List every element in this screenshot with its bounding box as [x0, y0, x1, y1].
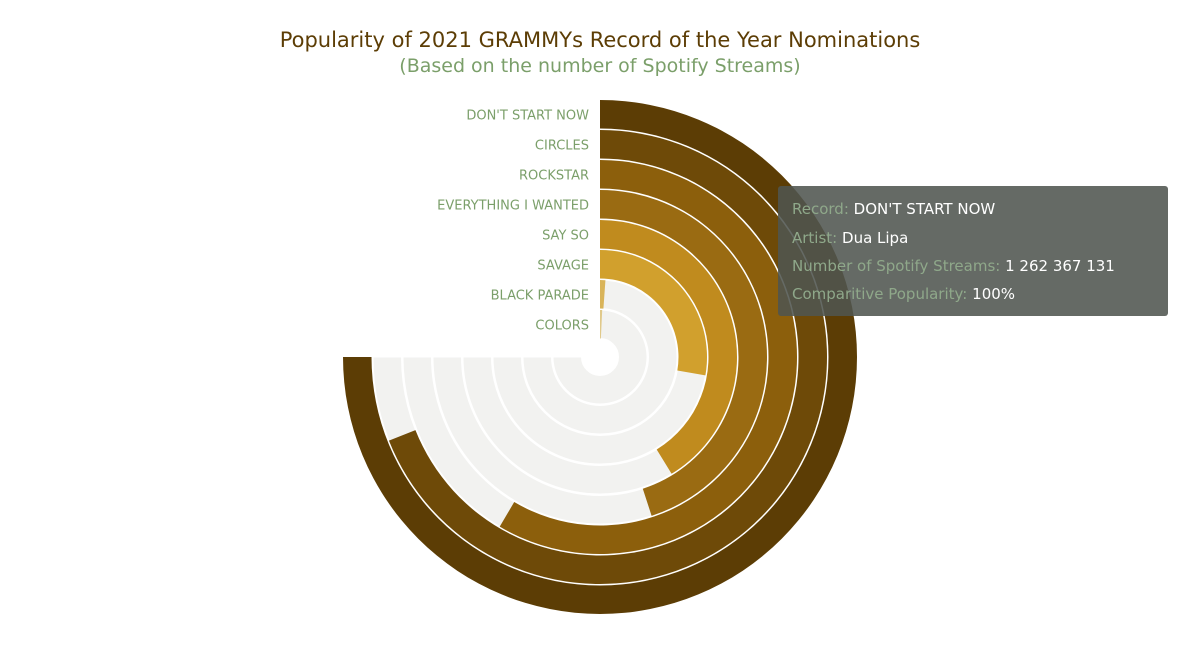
tooltip-popularity-value: 100%	[972, 285, 1016, 303]
label-don-t-start-now: DON'T START NOW	[466, 108, 589, 123]
bar-colors[interactable]	[600, 310, 603, 339]
center-hole	[585, 342, 615, 372]
tooltip-streams-row: Number of Spotify Streams: 1 262 367 131	[792, 257, 1115, 275]
bar-savage[interactable]	[600, 250, 707, 376]
track-black-parade	[522, 279, 678, 435]
label-rockstar: ROCKSTAR	[519, 168, 589, 183]
chart-bars	[343, 100, 857, 614]
label-circles: CIRCLES	[535, 138, 589, 153]
tooltip-popularity-row: Comparitive Popularity: 100%	[792, 285, 1015, 303]
bar-rockstar[interactable]	[499, 160, 797, 554]
chart-subtitle: (Based on the number of Spotify Streams)	[399, 55, 801, 77]
category-labels: DON'T START NOW CIRCLES ROCKSTAR EVERYTHING…	[437, 108, 589, 333]
tooltip: Record: DON'T START NOW Artist: Dua Lipa…	[778, 186, 1168, 316]
bar-say-so[interactable]	[600, 220, 737, 474]
tooltip-popularity-label: Comparitive Popularity:	[792, 285, 968, 303]
tooltip-streams-value: 1 262 367 131	[1005, 257, 1115, 275]
tooltip-artist-row: Artist: Dua Lipa	[792, 229, 908, 247]
label-savage: SAVAGE	[537, 258, 589, 273]
tooltip-streams-label: Number of Spotify Streams:	[792, 257, 1001, 275]
label-colors: COLORS	[535, 318, 589, 333]
tooltip-record-label: Record:	[792, 200, 849, 218]
label-everything-i-wanted: EVERYTHING I WANTED	[437, 198, 589, 213]
tooltip-artist-value: Dua Lipa	[842, 229, 909, 247]
bar-black-parade[interactable]	[600, 280, 606, 309]
bar-everything-i-wanted[interactable]	[600, 190, 767, 516]
label-say-so: SAY SO	[542, 228, 589, 243]
label-black-parade: BLACK PARADE	[491, 288, 589, 303]
tooltip-record-value: DON'T START NOW	[853, 200, 996, 218]
track-colors	[552, 309, 648, 405]
tooltip-artist-label: Artist:	[792, 229, 838, 247]
chart-title: Popularity of 2021 GRAMMYs Record of the…	[279, 28, 921, 52]
tooltip-record-row: Record: DON'T START NOW	[792, 200, 995, 218]
